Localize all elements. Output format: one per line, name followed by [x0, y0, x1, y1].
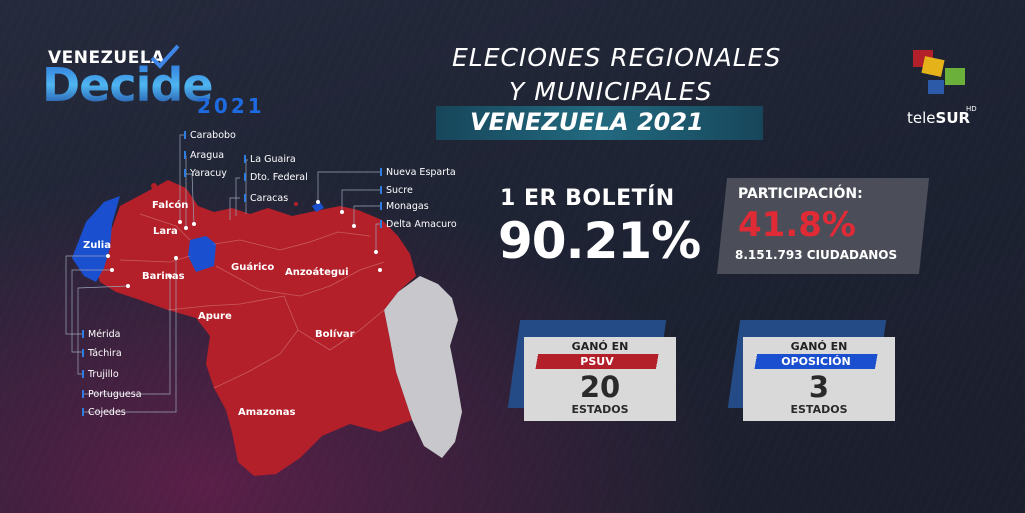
- logo-square-blue: [928, 80, 944, 94]
- map-label-barinas: Barinas: [142, 271, 185, 282]
- region-esequibo: [384, 276, 462, 458]
- result-card-psuv: GANÓ EN PSUV 20 ESTADOS: [524, 337, 676, 421]
- states-unit: ESTADOS: [571, 403, 629, 416]
- map-label-amazonas: Amazonas: [238, 407, 296, 418]
- state-borders: [119, 213, 385, 389]
- logo-year: 2021: [197, 94, 265, 118]
- callout-nueva-esparta: Nueva Esparta: [380, 167, 456, 178]
- callout-tachira: Táchira: [82, 348, 122, 359]
- map-label-anzoategui: Anzoátegui: [285, 267, 349, 278]
- callout-cojedes: Cojedes: [82, 407, 126, 418]
- result-header: GANÓ EN: [571, 340, 629, 353]
- callout-caracas: Caracas: [244, 193, 288, 204]
- party-tag: OPOSICIÓN: [751, 354, 881, 369]
- callout-merida: Mérida: [82, 329, 120, 340]
- map-label-guarico: Guárico: [231, 262, 275, 273]
- logo-square-green: [945, 68, 965, 85]
- title-line-3: VENEZUELA 2021: [470, 108, 704, 136]
- island: [151, 183, 157, 189]
- states-count: 3: [808, 370, 830, 404]
- callout-portuguesa: Portuguesa: [82, 389, 142, 400]
- callout-monagas: Monagas: [380, 201, 429, 212]
- callout-la-guaira: La Guaira: [244, 154, 296, 165]
- map-label-falcon: Falcón: [152, 200, 189, 211]
- logo-top-text: VENEZUELA: [48, 48, 165, 68]
- island: [294, 202, 298, 206]
- callout-yaracuy: Yaracuy: [184, 168, 227, 179]
- map-label-apure: Apure: [198, 311, 232, 322]
- telesur-wordmark: teleSUR: [907, 109, 971, 127]
- region-psuv: [96, 180, 416, 476]
- party-tag: PSUV: [532, 354, 662, 369]
- participation-value: 41.8%: [738, 205, 856, 245]
- participation-label: PARTICIPACIÓN:: [738, 186, 863, 202]
- callout-dto-federal: Dto. Federal: [244, 172, 308, 183]
- checkmark-icon: [150, 44, 180, 69]
- logo-main-text: Decide: [42, 58, 214, 112]
- region-zulia: [72, 196, 120, 282]
- result-header: GANÓ EN: [790, 340, 848, 353]
- callout-aragua: Aragua: [184, 150, 224, 161]
- bulletin-value: 90.21%: [498, 212, 701, 270]
- states-count: 20: [579, 370, 621, 404]
- map-label-zulia: Zulia: [83, 240, 111, 251]
- map-label-bolivar: Bolívar: [315, 329, 355, 340]
- callout-dots: [106, 200, 382, 288]
- participation-citizens: 8.151.793 CIUDADANOS: [735, 248, 898, 262]
- callout-lines: [65, 134, 382, 413]
- callout-trujillo: Trujillo: [82, 369, 119, 380]
- map-label-lara: Lara: [153, 226, 178, 237]
- states-unit: ESTADOS: [790, 403, 848, 416]
- title-banner: VENEZUELA 2021: [436, 106, 763, 140]
- callout-delta-amacuro: Delta Amacuro: [380, 219, 457, 230]
- callout-sucre: Sucre: [380, 185, 413, 196]
- region-nueva-esparta: [312, 202, 324, 212]
- result-card-opposition: GANÓ EN OPOSICIÓN 3 ESTADOS: [743, 337, 895, 421]
- title-line-2: Y MUNICIPALES: [509, 77, 713, 106]
- bulletin-label: 1 ER BOLETÍN: [500, 186, 675, 211]
- callout-carabobo: Carabobo: [184, 130, 236, 141]
- title-line-1: ELECIONES REGIONALES: [452, 43, 782, 72]
- region-cojedes: [188, 236, 216, 272]
- hd-badge: HD: [966, 105, 977, 113]
